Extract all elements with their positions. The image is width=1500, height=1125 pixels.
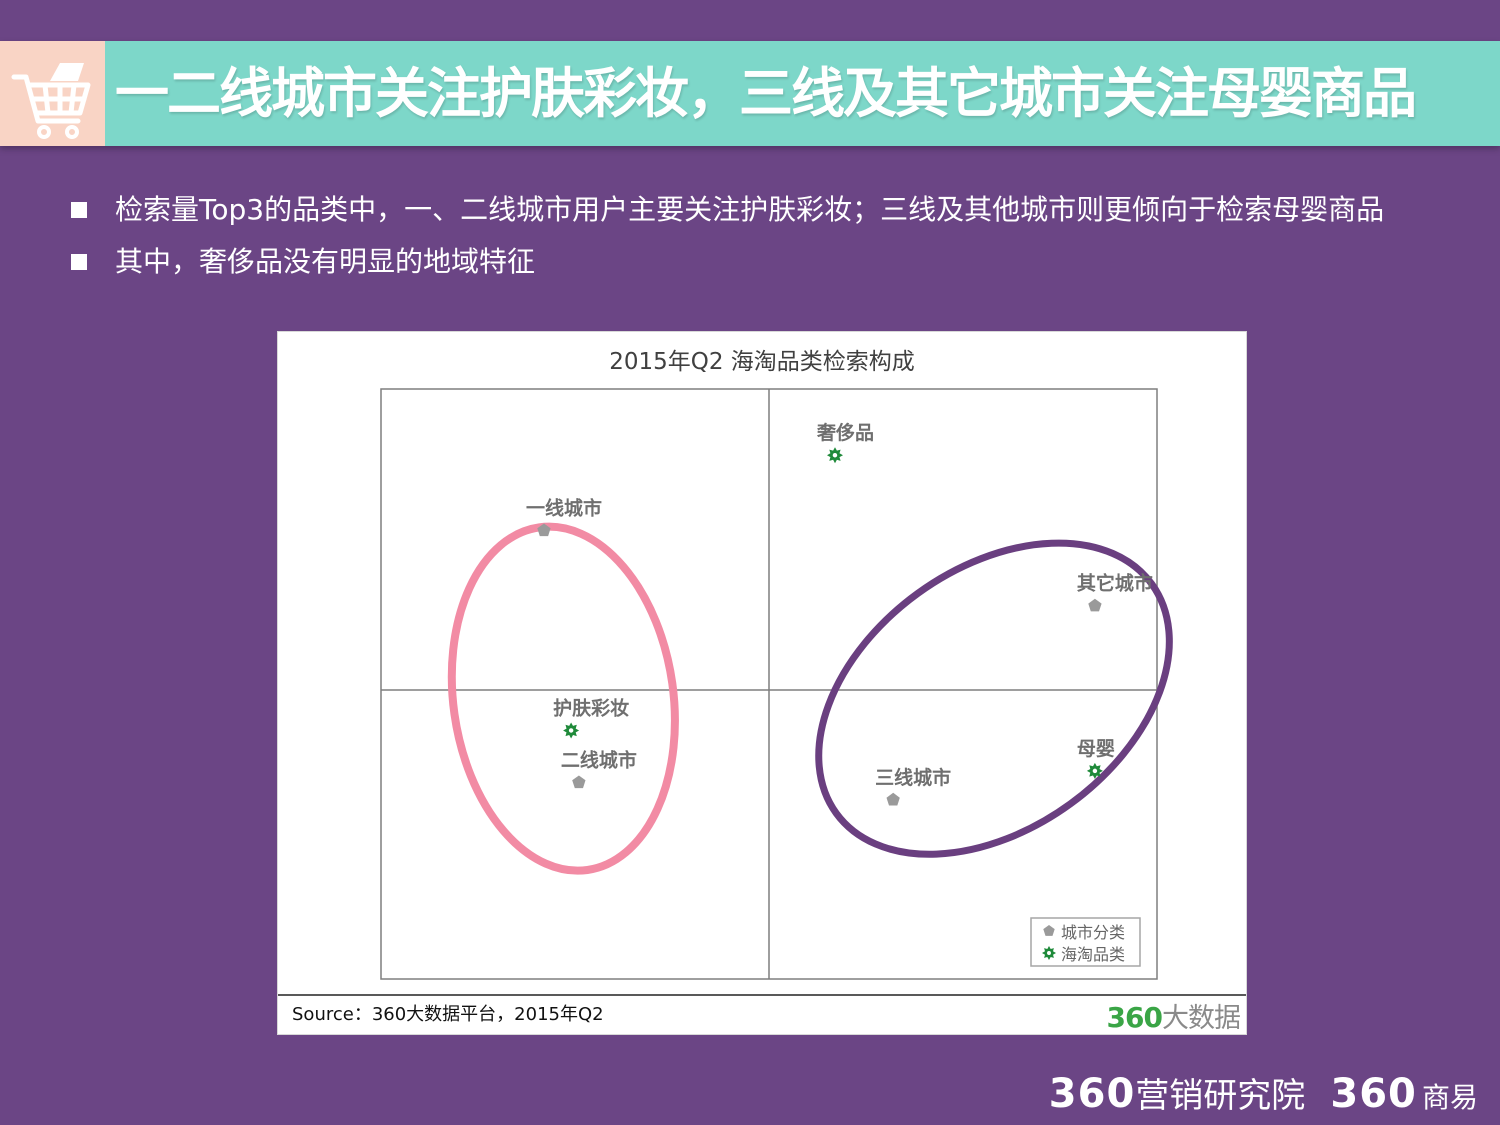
legend-category-marker-hole	[1047, 951, 1051, 955]
point-label: 护肤彩妆	[553, 696, 629, 719]
360-bigdata-logo: 360大数据	[1106, 996, 1241, 1035]
title-icon-box	[0, 41, 105, 146]
title-bar: 一二线城市关注护肤彩妆，三线及其它城市关注母婴商品	[0, 41, 1500, 146]
source-text: Source：360大数据平台，2015年Q2	[292, 1004, 604, 1025]
legend-label: 海淘品类	[1061, 945, 1125, 964]
footer-brand1-text: 营销研究院	[1135, 1076, 1306, 1116]
square-bullet-icon	[71, 202, 87, 218]
point-label: 母婴	[1077, 738, 1115, 760]
city-marker-2	[1088, 598, 1102, 612]
point-label: 一线城市	[526, 496, 602, 519]
chart-card: 2015年Q2 海淘品类检索构成 一线城市二线城市 其它城市三线城市 奢侈品护肤彩妆…	[277, 331, 1247, 1035]
bullet-text-1: 检索量Top3的品类中，一、二线城市用户主要关注护肤彩妆；三线及其他城市则更倾向…	[115, 193, 1385, 226]
footer-brand2-text: 商易	[1421, 1081, 1478, 1114]
footer-brand1-number: 360	[1048, 1071, 1136, 1117]
square-bullet-icon	[71, 254, 87, 270]
chart-title: 2015年Q2 海淘品类检索构成	[609, 349, 915, 375]
category-marker-2-hole	[1092, 768, 1098, 774]
point-label: 三线城市	[875, 766, 951, 789]
city-marker-0	[537, 523, 551, 537]
logo-number: 360	[1106, 1001, 1163, 1034]
category-marker-1-hole	[568, 728, 574, 733]
shopping-cart-icon	[11, 63, 91, 139]
point-label: 奢侈品	[816, 421, 874, 444]
city-marker-1	[572, 775, 586, 789]
category-marker-0-hole	[832, 452, 838, 458]
footer-brands: 360营销研究院 360 商易	[1049, 1068, 1478, 1120]
bullet-text-2: 其中，奢侈品没有明显的地域特征	[115, 245, 536, 278]
page-title: 一二线城市关注护肤彩妆，三线及其它城市关注母婴商品	[115, 62, 1417, 125]
purple-group-ellipse	[815, 539, 1173, 858]
point-label: 二线城市	[561, 748, 637, 771]
legend-label: 城市分类	[1061, 923, 1125, 942]
legend-city-marker	[1043, 925, 1055, 936]
point-label: 其它城市	[1077, 572, 1153, 595]
bullet-item-2: 其中，奢侈品没有明显的地域特征	[70, 238, 1470, 290]
logo-text: 大数据	[1162, 1003, 1241, 1034]
city-marker-3	[886, 792, 900, 806]
source-divider	[278, 994, 1246, 996]
bullet-item-1: 检索量Top3的品类中，一、二线城市用户主要关注护肤彩妆；三线及其他城市则更倾向…	[70, 186, 1470, 238]
bullet-list: 检索量Top3的品类中，一、二线城市用户主要关注护肤彩妆；三线及其他城市则更倾向…	[70, 186, 1470, 290]
footer-brand2-number: 360	[1330, 1071, 1417, 1117]
